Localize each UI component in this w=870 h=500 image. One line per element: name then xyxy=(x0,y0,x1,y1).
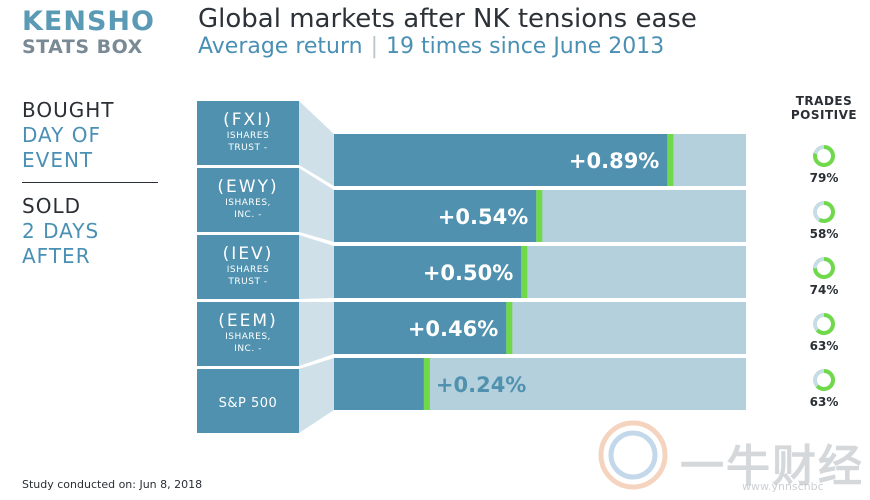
watermark-url: www.ynnscnbc xyxy=(742,480,824,493)
trades-positive-pct: 63% xyxy=(809,339,839,353)
trades-positive-line1: TRADES xyxy=(795,94,853,108)
trades-positive-ring xyxy=(813,257,835,279)
trades-positive-ring xyxy=(813,313,835,335)
bar-end-marker xyxy=(536,190,543,242)
bar-value-label: +0.89% xyxy=(569,149,659,173)
sidebar-divider xyxy=(22,182,158,183)
bar-end-marker xyxy=(521,246,528,298)
chart-title: Global markets after NK tensions ease xyxy=(198,4,697,34)
trades-positive-ring xyxy=(813,369,835,391)
trades-positive-pct: 79% xyxy=(809,171,839,185)
subtitle-average-return: Average return xyxy=(198,34,363,59)
bought-line3: EVENT xyxy=(22,148,94,172)
bar-end-marker xyxy=(423,358,430,410)
watermark-text: 一牛财经 xyxy=(680,441,864,492)
bought-line1: BOUGHT xyxy=(22,98,115,122)
connector-band xyxy=(299,101,334,186)
bought-line2: DAY OF xyxy=(22,123,101,147)
ticker-sublabel: TRUST - xyxy=(228,143,268,153)
watermark-logo-icon xyxy=(598,420,668,490)
bar-end-marker xyxy=(506,302,513,354)
connector-band xyxy=(299,168,334,242)
bar xyxy=(334,134,668,186)
trades-positive-heading: TRADES POSITIVE xyxy=(786,94,862,122)
sold-line1: SOLD xyxy=(22,194,81,218)
trades-positive-line2: POSITIVE xyxy=(790,108,858,122)
bar xyxy=(334,246,522,298)
connector-band xyxy=(299,302,334,366)
ticker-box-sp500: S&P 500 xyxy=(197,369,299,433)
ticker-symbol: (FXI) xyxy=(223,110,273,130)
ticker-sublabel: INC. - xyxy=(234,210,262,220)
ticker-symbol: (EWY) xyxy=(217,177,279,197)
subtitle-separator: | xyxy=(370,34,379,59)
bar-end-marker xyxy=(667,134,674,186)
sold-label: SOLD 2 DAYS AFTER xyxy=(22,194,99,269)
trades-positive-ring xyxy=(813,201,835,223)
study-date-footer: Study conducted on: Jun 8, 2018 xyxy=(22,478,203,491)
ticker-sublabel: ISHARES xyxy=(226,265,270,275)
bought-label: BOUGHT DAY OF EVENT xyxy=(22,98,115,173)
trades-positive-ring xyxy=(813,145,835,167)
bar-value-label: +0.50% xyxy=(423,261,513,285)
ticker-box-fxi: (FXI) ISHARES TRUST - xyxy=(197,101,299,165)
ticker-sublabel: TRUST - xyxy=(228,277,268,287)
ticker-symbol: S&P 500 xyxy=(218,396,278,411)
connector-band xyxy=(299,235,334,299)
bar-value-label: +0.24% xyxy=(436,373,526,397)
ticker-box-eem: (EEM) ISHARES, INC. - xyxy=(197,302,299,366)
trades-positive-pct: 63% xyxy=(809,395,839,409)
trades-positive-pct: 74% xyxy=(809,283,839,297)
ticker-sublabel: INC. - xyxy=(234,344,262,354)
ticker-sublabel: ISHARES xyxy=(226,131,270,141)
chart-subtitle: Average return | 19 times since June 2013 xyxy=(198,34,664,59)
ticker-symbol: (EEM) xyxy=(218,311,278,331)
bar xyxy=(334,358,424,410)
ticker-box-iev: (IEV) ISHARES TRUST - xyxy=(197,235,299,299)
ticker-sublabel: ISHARES, xyxy=(225,332,271,342)
bar-value-label: +0.46% xyxy=(408,317,498,341)
connector-band xyxy=(299,358,334,433)
subtitle-period: 19 times since June 2013 xyxy=(386,34,665,59)
ticker-symbol: (IEV) xyxy=(222,244,274,264)
brand-logo-line2: STATS BOX xyxy=(22,36,143,58)
bar xyxy=(334,190,537,242)
trades-positive-pct: 58% xyxy=(809,227,839,241)
sold-line3: AFTER xyxy=(22,244,91,268)
sold-line2: 2 DAYS xyxy=(22,219,100,243)
ticker-sublabel: ISHARES, xyxy=(225,198,271,208)
bar-value-label: +0.54% xyxy=(438,205,528,229)
brand-logo-line1: KENSHO xyxy=(22,6,155,37)
ticker-box-ewy: (EWY) ISHARES, INC. - xyxy=(197,168,299,232)
bar xyxy=(334,302,507,354)
